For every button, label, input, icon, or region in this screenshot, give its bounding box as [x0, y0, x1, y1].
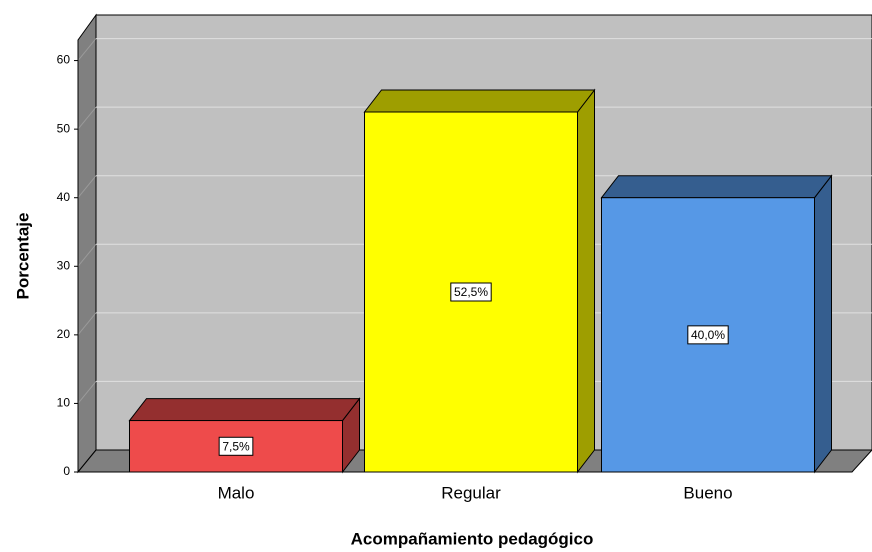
y-tick-label: 20 [57, 327, 71, 341]
y-tick-label: 40 [57, 190, 71, 204]
grid-line-side [77, 106, 97, 130]
y-tick-label: 30 [57, 258, 71, 272]
bar-side [814, 174, 832, 474]
bar-top [363, 89, 596, 113]
bar-top [128, 398, 361, 422]
value-label: 52,5% [454, 285, 488, 299]
grid-line-side [77, 381, 97, 404]
grid-line-side [77, 38, 97, 61]
bar-side [577, 88, 595, 474]
y-tick-label: 0 [63, 464, 70, 478]
x-tick-label: Regular [441, 483, 501, 502]
value-label-box [687, 325, 729, 345]
side-wall [77, 13, 97, 474]
y-tick-label: 50 [57, 121, 71, 135]
grid-line-side [77, 312, 97, 336]
grid-line-side [77, 175, 97, 199]
y-tick-label: 60 [57, 53, 71, 67]
x-tick-label: Bueno [683, 483, 732, 502]
x-tick-label: Malo [218, 483, 255, 502]
value-label: 40,0% [691, 328, 725, 342]
bars: 7,5% 52,5% 40,0% [128, 88, 833, 474]
grid-line-side [77, 243, 97, 267]
value-label-box [218, 436, 254, 456]
y-axis-title: Porcentaje [13, 213, 32, 300]
x-axis-title: Acompañamiento pedagógico [351, 529, 594, 548]
value-label-box [450, 282, 492, 302]
bar-top [600, 175, 833, 199]
y-tick-label: 10 [57, 396, 71, 410]
value-label: 7,5% [222, 439, 250, 453]
